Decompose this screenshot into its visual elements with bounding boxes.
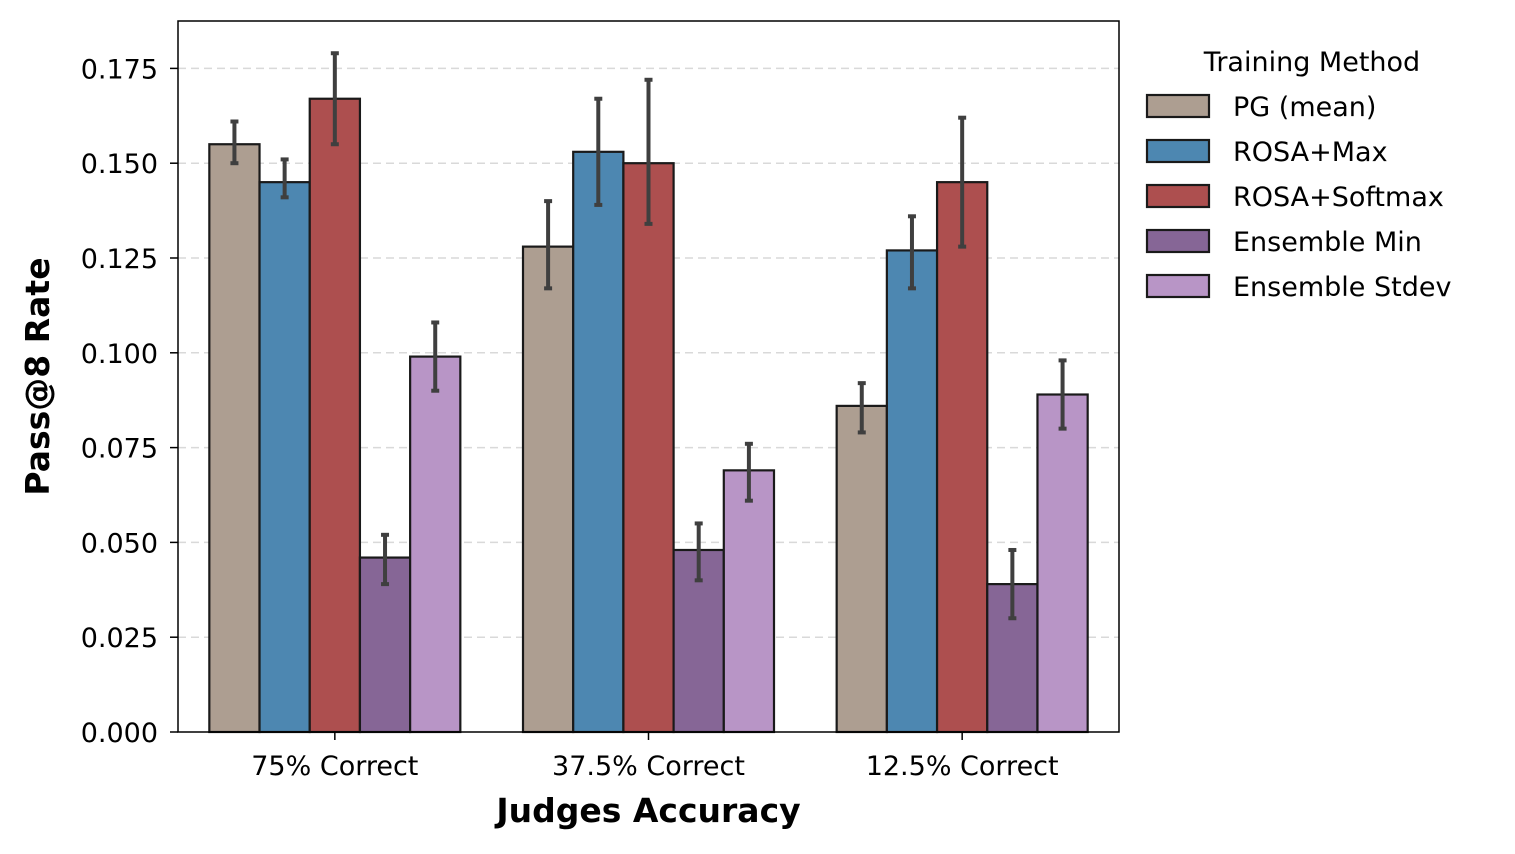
legend-label: Ensemble Min [1233, 227, 1422, 258]
y-tick-label: 0.050 [81, 528, 158, 559]
bar-ensemble-stdev-1 [722, 469, 776, 734]
y-axis-title: Pass@8 Rate [18, 257, 57, 495]
bar-rosa-max-1 [572, 150, 625, 734]
legend-swatch [1145, 138, 1211, 164]
bar-pg-mean--1 [521, 245, 575, 734]
y-tick-label: 0.025 [81, 623, 158, 654]
legend-label: ROSA+Max [1233, 137, 1388, 168]
legend-swatch [1145, 93, 1211, 119]
bar-rosa-softmax-2 [935, 181, 989, 734]
bar-ensemble-stdev-2 [1036, 393, 1089, 734]
bars [208, 97, 1089, 734]
legend-title: Training Method [1203, 47, 1420, 78]
y-tick-label: 0.000 [81, 718, 158, 749]
legend-label: PG (mean) [1233, 92, 1376, 123]
y-tick-label: 0.150 [81, 149, 158, 180]
legend-label: ROSA+Softmax [1233, 182, 1444, 213]
y-tick-label: 0.175 [81, 54, 158, 85]
bar-rosa-max-0 [258, 181, 311, 734]
bar-rosa-max-2 [885, 249, 939, 734]
legend-swatch [1145, 273, 1211, 299]
legend-swatch [1145, 228, 1211, 254]
legend: Training Method PG (mean) ROSA+Max ROSA+So… [1145, 47, 1451, 303]
y-tick-label: 0.075 [81, 434, 158, 465]
bar-pg-mean--2 [835, 404, 888, 734]
y-axis-ticks: 0.000 0.025 0.050 0.075 0.100 0.125 0.150 0.175 [81, 54, 178, 749]
error-bars [230, 51, 1067, 621]
bar-rosa-softmax-0 [308, 97, 362, 734]
x-tick-label: 12.5% Correct [866, 751, 1059, 782]
bar-pg-mean--0 [208, 143, 261, 734]
bar-ensemble-stdev-0 [409, 355, 462, 734]
legend-label: Ensemble Stdev [1233, 272, 1451, 303]
x-axis-title: Judges Accuracy [494, 791, 800, 830]
y-tick-label: 0.100 [81, 339, 158, 370]
x-tick-label: 37.5% Correct [552, 751, 745, 782]
x-tick-label: 75% Correct [251, 751, 418, 782]
y-tick-label: 0.125 [81, 244, 158, 275]
bar-rosa-softmax-1 [622, 162, 675, 734]
legend-swatch [1145, 183, 1211, 209]
x-axis-ticks: 75% Correct 37.5% Correct 12.5% Correct [251, 732, 1059, 782]
